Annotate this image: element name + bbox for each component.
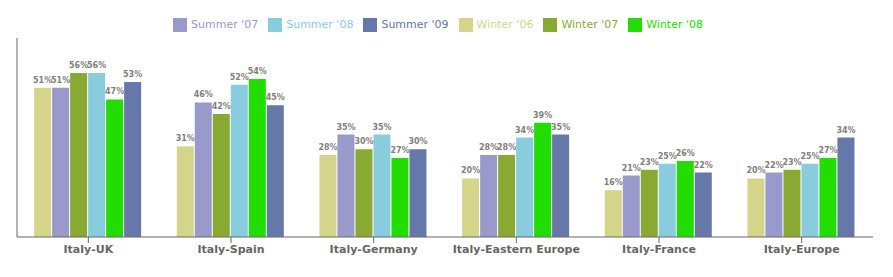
svg-text:42%: 42%	[212, 102, 231, 111]
svg-text:22%: 22%	[694, 161, 713, 170]
svg-text:51%: 51%	[51, 76, 70, 85]
svg-text:27%: 27%	[390, 146, 409, 155]
svg-text:51%: 51%	[33, 76, 52, 85]
svg-text:56%: 56%	[87, 61, 106, 70]
svg-text:39%: 39%	[533, 111, 552, 120]
svg-text:Italy-Eastern Europe: Italy-Eastern Europe	[453, 243, 580, 256]
svg-text:28%: 28%	[318, 143, 337, 152]
svg-text:34%: 34%	[515, 126, 534, 135]
html-text:Winter '06: Winter '06	[476, 18, 534, 31]
svg-text:46%: 46%	[194, 90, 213, 99]
svg-text:35%: 35%	[551, 123, 570, 132]
svg-text:30%: 30%	[354, 137, 373, 146]
html-text:Summer '08: Summer '08	[286, 18, 354, 31]
svg-text:Italy-France: Italy-France	[622, 243, 696, 256]
svg-text:27%: 27%	[818, 146, 837, 155]
svg-text:16%: 16%	[604, 178, 623, 187]
svg-text:20%: 20%	[746, 166, 765, 175]
svg-text:30%: 30%	[408, 137, 427, 146]
svg-text:53%: 53%	[123, 70, 142, 79]
html-text:Winter '07: Winter '07	[561, 18, 619, 31]
svg-text:52%: 52%	[230, 73, 249, 82]
svg-text:Italy-UK: Italy-UK	[63, 243, 113, 256]
svg-text:25%: 25%	[800, 152, 819, 161]
svg-text:45%: 45%	[266, 93, 285, 102]
html-text:Summer '09: Summer '09	[381, 18, 449, 31]
svg-text:25%: 25%	[658, 152, 677, 161]
svg-text:Italy-Europe: Italy-Europe	[764, 243, 840, 256]
html-text:Summer '07: Summer '07	[191, 18, 259, 31]
svg-text:Italy-Germany: Italy-Germany	[330, 243, 418, 256]
svg-text:35%: 35%	[372, 123, 391, 132]
svg-text:54%: 54%	[248, 67, 267, 76]
svg-text:22%: 22%	[764, 161, 783, 170]
svg-text:56%: 56%	[69, 61, 88, 70]
svg-text:34%: 34%	[836, 126, 855, 135]
svg-text:23%: 23%	[640, 158, 659, 167]
svg-text:20%: 20%	[461, 166, 480, 175]
svg-text:23%: 23%	[782, 158, 801, 167]
svg-text:35%: 35%	[336, 123, 355, 132]
svg-text:21%: 21%	[622, 164, 641, 173]
svg-text:26%: 26%	[676, 149, 695, 158]
svg-text:31%: 31%	[176, 134, 195, 143]
svg-text:28%: 28%	[479, 143, 498, 152]
html-text:Winter '08: Winter '08	[646, 18, 703, 31]
svg-text:28%: 28%	[497, 143, 516, 152]
svg-text:47%: 47%	[105, 87, 124, 96]
svg-text:Italy-Spain: Italy-Spain	[197, 243, 264, 256]
